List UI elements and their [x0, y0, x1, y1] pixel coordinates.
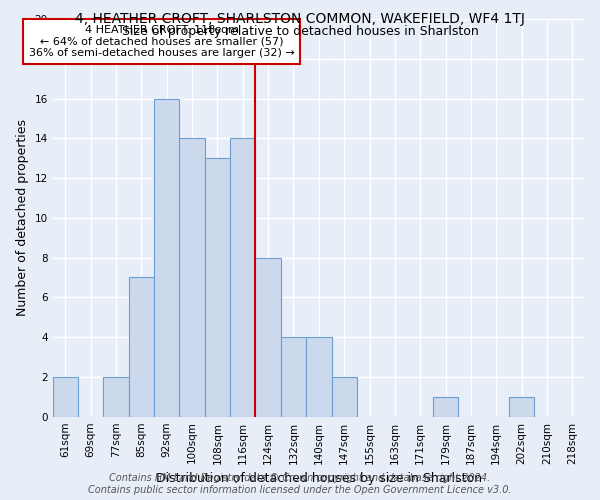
- Bar: [230, 138, 256, 416]
- Bar: [433, 397, 458, 416]
- X-axis label: Distribution of detached houses by size in Sharlston: Distribution of detached houses by size …: [156, 472, 482, 485]
- Y-axis label: Number of detached properties: Number of detached properties: [16, 120, 29, 316]
- Bar: [205, 158, 230, 416]
- Bar: [103, 377, 129, 416]
- Bar: [129, 278, 154, 416]
- Bar: [154, 98, 179, 416]
- Bar: [281, 337, 306, 416]
- Bar: [306, 337, 332, 416]
- Bar: [179, 138, 205, 416]
- Text: Contains HM Land Registry data © Crown copyright and database right 2024.
Contai: Contains HM Land Registry data © Crown c…: [88, 474, 512, 495]
- Text: 4 HEATHER CROFT: 118sqm
← 64% of detached houses are smaller (57)
36% of semi-de: 4 HEATHER CROFT: 118sqm ← 64% of detache…: [29, 25, 295, 58]
- Bar: [509, 397, 535, 416]
- Text: 4, HEATHER CROFT, SHARLSTON COMMON, WAKEFIELD, WF4 1TJ: 4, HEATHER CROFT, SHARLSTON COMMON, WAKE…: [75, 12, 525, 26]
- Bar: [256, 258, 281, 416]
- Bar: [332, 377, 357, 416]
- Bar: [53, 377, 78, 416]
- Text: Size of property relative to detached houses in Sharlston: Size of property relative to detached ho…: [122, 25, 478, 38]
